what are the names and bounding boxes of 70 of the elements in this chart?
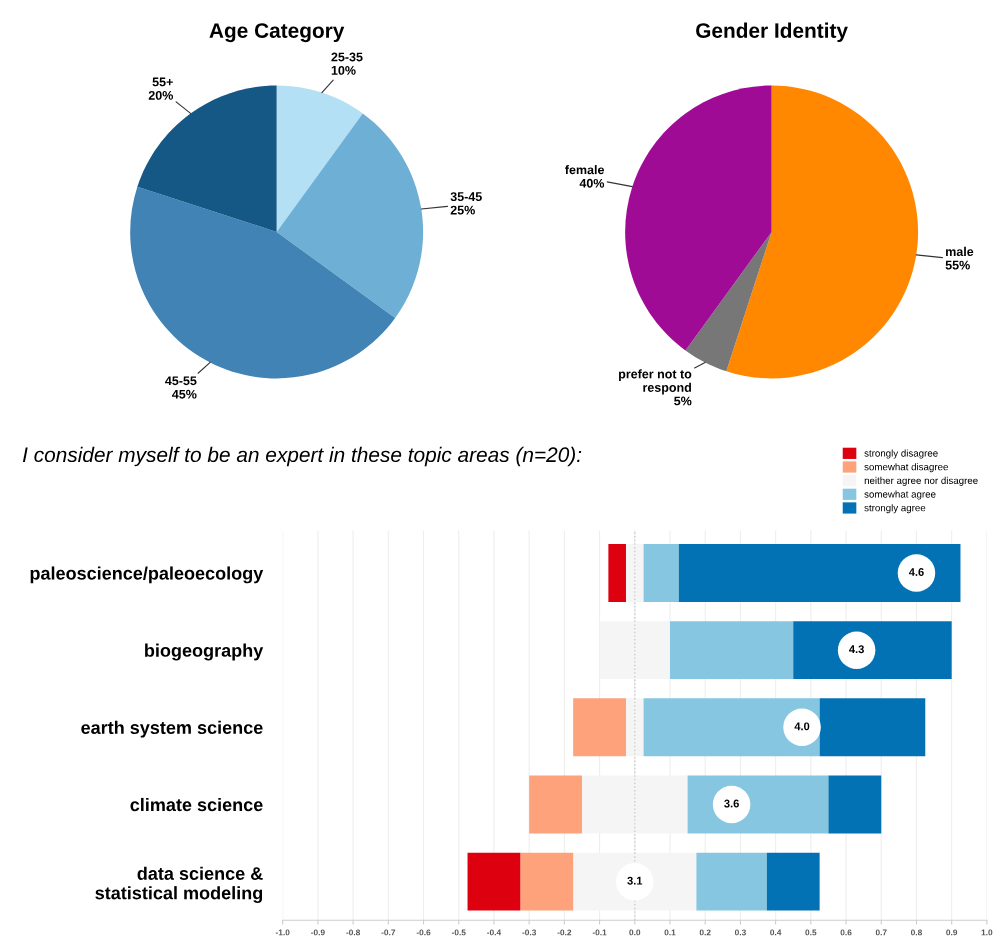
bar	[520, 852, 574, 911]
y-tick-label: climate science	[130, 797, 263, 812]
bar	[696, 852, 767, 911]
y-tick-label: earth system science	[81, 720, 263, 738]
x-tick-label: -0.1	[592, 929, 607, 936]
annotation: 3.6	[724, 799, 739, 808]
pie-slice	[137, 85, 277, 232]
data-label: 45%	[172, 389, 197, 399]
data-label: 40%	[579, 178, 605, 188]
legend-label: somewhat agree	[864, 490, 936, 500]
pie-slice	[276, 85, 363, 232]
bar	[670, 621, 794, 680]
legend-label: strongly disagree	[864, 449, 938, 459]
chart-title: Age Category	[209, 23, 345, 43]
slice-label: female	[565, 165, 605, 175]
x-tick-label: -0.8	[346, 929, 361, 936]
data-label: 5%	[674, 396, 692, 406]
data-label: 10%	[331, 65, 356, 75]
x-tick-label: 0.4	[770, 929, 782, 936]
legend-label: neither agree nor disagree	[864, 476, 978, 486]
chart-title: I consider myself to be an expert in these topic areas (n=20):	[22, 446, 582, 467]
y-tick-label: biogeography	[145, 643, 264, 661]
slice-label: 55+	[152, 77, 173, 87]
bar	[828, 775, 882, 834]
x-tick-label: 0.1	[664, 929, 676, 936]
y-tick-label: data science & statistical modeling	[95, 866, 263, 904]
pie-slice	[276, 113, 424, 319]
pie-slice	[685, 231, 772, 372]
pie-slice	[726, 85, 919, 379]
bar	[643, 544, 679, 602]
bar	[678, 544, 961, 602]
pie-slice	[625, 85, 772, 351]
x-tick-label: -0.7	[381, 929, 396, 936]
annotation: 4.3	[849, 645, 864, 654]
data-label: 25%	[450, 205, 475, 215]
x-tick-label: 0.2	[699, 929, 711, 936]
bar	[467, 852, 521, 911]
x-tick-label: -0.9	[311, 929, 325, 936]
x-tick-label: 0.6	[840, 929, 852, 936]
slice-label: male	[946, 246, 974, 257]
bar	[766, 852, 820, 911]
x-tick-label: 0.3	[734, 929, 746, 936]
x-tick-label: -0.6	[416, 929, 431, 936]
legend-label: strongly agree	[864, 504, 926, 514]
bar	[608, 544, 626, 602]
x-tick-label: -0.5	[451, 929, 466, 936]
y-tick-label: paleoscience/paleoecology	[30, 566, 264, 584]
slice-label: 35-45	[450, 192, 482, 202]
annotation: 4.0	[794, 722, 810, 731]
bar	[529, 775, 582, 834]
annotation: 3.1	[627, 876, 643, 885]
slice-label: 45-55	[165, 376, 197, 386]
x-tick-label: -0.4	[487, 929, 502, 936]
slice-label: 25-35	[331, 52, 363, 62]
x-tick-label: 0.9	[946, 929, 958, 936]
chart-title: Gender Identity	[696, 22, 848, 43]
data-label: 55%	[945, 260, 970, 270]
x-tick-label: 0.8	[911, 929, 922, 936]
x-tick-label: -0.2	[557, 929, 572, 936]
x-tick-label: 0.5	[805, 929, 817, 936]
x-tick-label: 0.7	[875, 929, 887, 936]
slice-label: prefer not to respond	[619, 369, 692, 395]
annotation: 4.6	[908, 568, 924, 576]
x-tick-label: 0.0	[629, 929, 641, 936]
bar	[573, 698, 626, 757]
data-label: 20%	[148, 90, 174, 100]
legend-label: somewhat disagree	[864, 463, 948, 473]
x-tick-label: -1.0	[275, 929, 290, 936]
x-tick-label: -0.3	[522, 929, 537, 936]
x-tick-label: 1.0	[981, 929, 993, 936]
